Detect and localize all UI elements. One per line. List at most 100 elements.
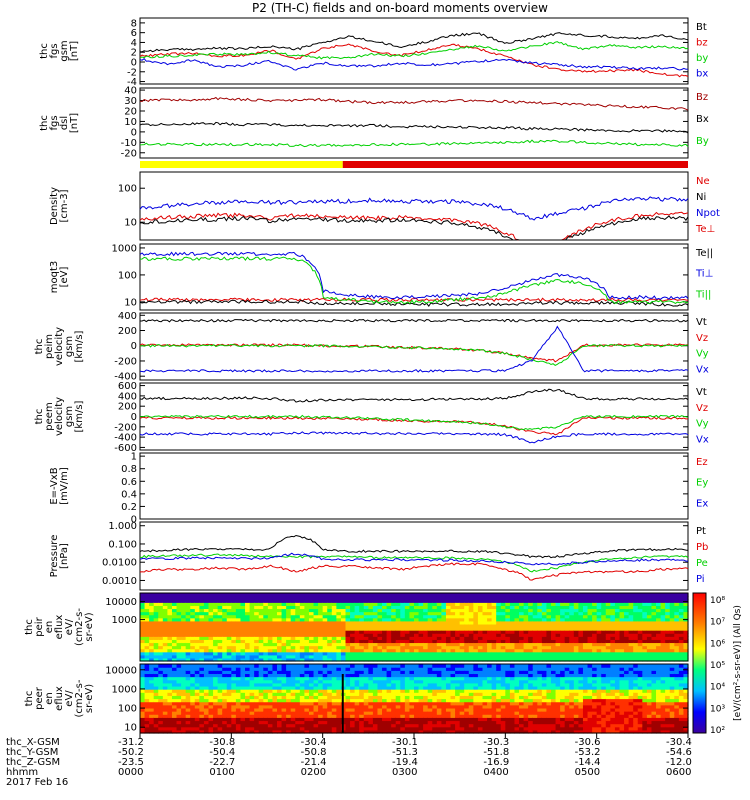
heatmap-cell [404,642,411,647]
heatmap-cell [441,679,447,684]
heatmap-cell [368,636,374,640]
heatmap-cell [610,602,616,606]
heatmap-cell [551,714,557,718]
heatmap-cell [464,623,470,628]
heatmap-cell [359,602,365,606]
heatmap-cell [190,620,196,625]
heatmap-cell [176,642,182,647]
heatmap-cell [432,630,438,634]
heatmap-cell [646,636,653,640]
heatmap-cell [642,645,648,650]
heatmap-cell [505,714,511,718]
heatmap-cell [386,611,392,616]
heatmap-cell [628,596,634,600]
heatmap-cell [404,651,411,656]
heatmap-cell [564,704,570,709]
heatmap-cell [267,639,274,644]
legend-label: Vz [696,333,708,344]
heatmap-cell [354,599,360,603]
heatmap-cell [382,682,388,687]
heatmap-cell [414,593,420,597]
series-line-Npot [139,196,689,221]
heatmap-cell [350,611,356,616]
heatmap-cell [409,667,415,671]
heatmap-cell [637,654,643,659]
heatmap-cell [464,633,470,637]
heatmap-cell [331,630,337,634]
heatmap-cell [669,639,675,644]
heatmap-cell [427,695,433,700]
heatmap-cell [496,685,502,690]
heatmap-cell [235,723,242,728]
heatmap-cell [523,657,529,662]
heatmap-cell [669,627,675,631]
heatmap-cell [213,593,219,597]
heatmap-cell [363,633,369,637]
heatmap-cell [258,726,264,731]
heatmap-cell [464,636,470,640]
heatmap-cell [327,596,333,600]
heatmap-cell [249,667,255,671]
heatmap-cell [382,673,388,678]
heatmap-cell [176,602,182,606]
heatmap-cell [391,608,397,613]
heatmap-cell [217,689,223,693]
heatmap-cell [350,617,356,622]
heatmap-cell [249,648,255,653]
heatmap-cell [427,636,433,640]
heatmap-cell [368,623,374,628]
heatmap-cell [665,617,671,622]
heatmap-cell [427,670,433,675]
heatmap-cell [414,685,420,690]
heatmap-cell [477,623,484,628]
heatmap-cell [149,679,155,684]
y-axis-label: velocity [54,397,65,436]
heatmap-cell [569,645,575,650]
heatmap-cell [578,636,584,640]
heatmap-cell [441,608,447,613]
heatmap-cell [153,676,159,681]
heatmap-cell [336,627,342,631]
heatmap-cell [560,695,566,700]
heatmap-cell [624,623,630,628]
heatmap-cell [162,636,168,640]
heatmap-cell [336,608,342,613]
heatmap-cell [487,707,493,712]
heatmap-cell [222,599,228,603]
y-axis-label: en [44,621,55,634]
heatmap-cell [614,614,621,619]
heatmap-cell [158,605,164,610]
heatmap-cell [674,593,680,597]
heatmap-cell [496,617,502,622]
heatmap-cell [468,617,474,622]
heatmap-cell [473,657,479,662]
heatmap-cell [336,596,342,600]
heatmap-cell [601,642,607,647]
heatmap-cell [336,630,342,634]
heatmap-cell [359,679,365,684]
heatmap-cell [505,593,511,597]
heatmap-cell [272,676,278,681]
heatmap-cell [286,698,292,703]
heatmap-cell [359,623,365,628]
heatmap-cell [555,698,561,703]
heatmap-cell [281,651,287,656]
heatmap-cell [308,623,315,628]
heatmap-cell [213,670,219,675]
heatmap-cell [560,714,566,718]
heatmap-cell [263,645,269,650]
heatmap-cell [340,670,347,675]
heatmap-cell [185,682,191,687]
heatmap-cell [336,717,342,722]
heatmap-cell [587,648,593,653]
heatmap-cell [231,617,237,622]
heatmap-cell [171,685,178,690]
heatmap-cell [290,707,296,712]
heatmap-cell [569,654,575,659]
heatmap-cell [363,651,369,656]
heatmap-cell [190,682,196,687]
heatmap-cell [491,605,497,610]
heatmap-cell [203,608,210,613]
heatmap-cell [436,593,442,597]
